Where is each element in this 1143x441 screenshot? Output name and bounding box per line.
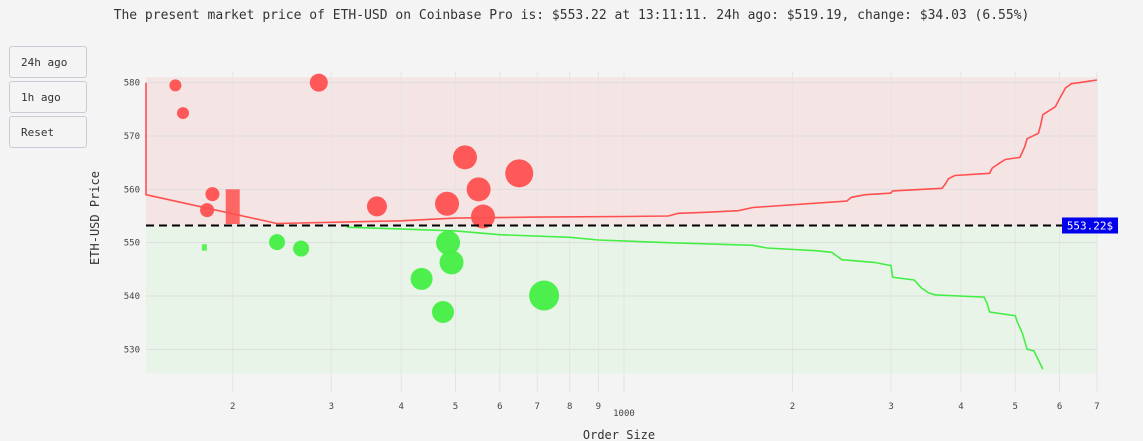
x-tick-label: 8: [567, 402, 572, 412]
x-tick-label: 2: [790, 402, 795, 412]
ask-order-point: [366, 196, 387, 217]
ask-zone: [146, 77, 1097, 226]
ask-order-point: [169, 79, 182, 92]
ask-order-point: [205, 187, 220, 202]
y-axis-label: ETH-USD Price: [88, 171, 102, 265]
ask-order-point: [471, 204, 496, 229]
chart-title: The present market price of ETH-USD on C…: [113, 8, 1030, 23]
x-tick-label: 5: [453, 402, 458, 412]
bid-zone: [146, 225, 1097, 374]
bid-order-point: [529, 280, 560, 311]
order-points[interactable]: [169, 73, 560, 323]
x-tick-label: 9: [596, 402, 601, 412]
y-tick-label: 540: [124, 292, 140, 302]
y-tick-label: 530: [124, 345, 140, 355]
bid-order-point: [293, 240, 310, 257]
x-tick-label: 2: [230, 402, 235, 412]
bid-order-point: [410, 267, 433, 290]
bid-order-point: [436, 230, 461, 255]
ask-order-point: [309, 73, 328, 92]
x-tick-label: 7: [1094, 402, 1099, 412]
x-tick-label: 1000: [613, 409, 635, 419]
bid-order-point: [439, 250, 464, 275]
x-axis-label: Order Size: [583, 428, 655, 441]
ask-order-point: [200, 203, 215, 218]
y-tick-label: 550: [124, 239, 140, 249]
x-tick-label: 6: [1057, 402, 1062, 412]
price-zones: [146, 77, 1097, 374]
x-tick-label: 4: [398, 402, 403, 412]
grid: [146, 72, 1098, 392]
bid-bar: [201, 244, 207, 251]
y-tick-label: 570: [124, 132, 140, 142]
bid-depth-curve: [346, 226, 1044, 370]
x-tick-label: 3: [329, 402, 334, 412]
x-tick-label: 7: [535, 402, 540, 412]
bid-order-point: [431, 301, 454, 323]
depth-curves: [145, 79, 1098, 370]
ask-bar: [225, 189, 240, 224]
current-price-line: 553.22$: [146, 217, 1118, 234]
y-tick-label: 580: [124, 79, 140, 89]
ask-order-point: [176, 107, 189, 120]
ask-order-point: [466, 177, 491, 202]
y-tick-label: 560: [124, 185, 140, 195]
y-axis-ticks: 530 540 550 560 570 580: [124, 79, 140, 356]
reset-button[interactable]: Reset: [9, 116, 87, 148]
order-bars: [201, 189, 240, 251]
ask-order-point: [505, 159, 534, 188]
x-tick-label: 6: [497, 402, 502, 412]
bid-order-point: [269, 234, 286, 251]
current-price-badge: [1062, 217, 1118, 234]
ask-order-point: [452, 145, 477, 170]
x-axis-ticks: 2 3 4 5 6 7 8 9 1000 2 3 4 5 6 7: [230, 402, 1100, 419]
ask-order-point: [435, 191, 460, 216]
x-tick-label: 5: [1012, 402, 1017, 412]
ask-depth-curve: [145, 79, 1098, 225]
current-price-label: 553.22$: [1067, 219, 1113, 232]
1h-ago-button[interactable]: 1h ago: [9, 81, 87, 113]
x-tick-label: 3: [888, 402, 893, 412]
x-tick-label: 4: [958, 402, 963, 412]
24h-ago-button[interactable]: 24h ago: [9, 46, 87, 78]
